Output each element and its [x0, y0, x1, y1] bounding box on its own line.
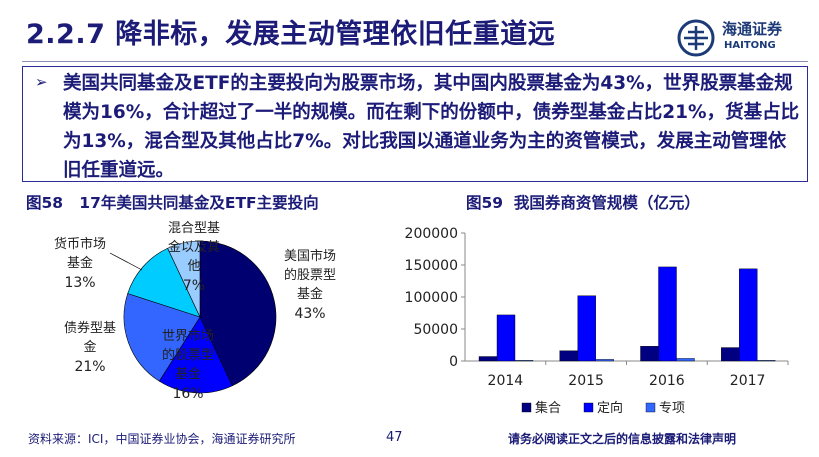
figure58-label: 图58 — [26, 194, 64, 212]
x-tick-label: 2015 — [568, 373, 604, 389]
bar-集合 — [478, 356, 498, 362]
bar-定向 — [496, 314, 516, 362]
page-title: 2.2.7 降非标，发展主动管理依旧任重道远 — [26, 19, 556, 50]
pie-slice-label: 金以及其 — [168, 239, 220, 255]
pie-slice — [158, 316, 233, 394]
pie-slice-label: 金 — [83, 339, 96, 355]
summary-box: ➢ 美国共同基金及ETF的主要投向为股票市场，其中国内股票基金为43%，世界股票… — [22, 66, 808, 182]
y-tick-label: 150000 — [405, 258, 458, 274]
bar-专项 — [676, 358, 695, 362]
legend-swatch — [583, 402, 594, 413]
pie-slice — [199, 240, 277, 387]
legend-label: 定向 — [597, 400, 623, 416]
pie-slice-label: 他 — [187, 259, 200, 274]
figure59-title: 我国券商资管规模（亿元） — [513, 194, 700, 212]
pie-slice — [167, 240, 201, 318]
pie-slice-percent: 13% — [64, 275, 95, 291]
x-tick-label: 2016 — [649, 373, 685, 389]
bar-专项 — [514, 360, 534, 362]
pie-slice-label: 的股票型 — [284, 267, 336, 283]
bar-专项 — [757, 360, 776, 362]
pie-slice-label: 美国市场 — [284, 248, 336, 264]
legend-swatch — [645, 402, 656, 413]
pie-slice-label: 基金 — [297, 286, 323, 302]
bullet-arrow-icon: ➢ — [35, 73, 48, 91]
figure58-caption: 图58 17年美国共同基金及ETF主要投向 — [26, 191, 319, 213]
bar-定向 — [739, 268, 758, 362]
pie-slice-percent: 7% — [183, 278, 205, 294]
bar-集合 — [721, 347, 740, 362]
logo-emblem-icon — [677, 19, 715, 57]
y-tick-label: 50000 — [413, 322, 458, 338]
pie-slice-label: 世界市场 — [162, 328, 214, 344]
pie-slice-percent: 43% — [294, 306, 325, 322]
pie-slice-label: 混合型基 — [168, 221, 220, 236]
figure59-label: 图59 — [466, 194, 504, 212]
pie-chart: 美国市场的股票型基金43%世界市场的股票型基金16%债券型基金21%货币市场基金… — [54, 221, 336, 402]
y-tick-label: 100000 — [405, 290, 458, 306]
pie-slice-label: 基金 — [67, 255, 93, 271]
page-number: 47 — [386, 430, 403, 445]
disclaimer: 请务必阅读正文之后的信息披露和法律声明 — [508, 432, 737, 446]
source-note: 资料来源：ICI，中国证券业协会，海通证券研究所 — [28, 432, 296, 446]
leader-line — [109, 252, 143, 271]
bar-定向 — [658, 266, 677, 362]
figure59-caption: 图59 我国券商资管规模（亿元） — [466, 191, 700, 213]
pie-slice-percent: 21% — [74, 359, 105, 375]
pie-slice-label: 基金 — [175, 366, 201, 382]
pie-slice-label: 的股票型 — [162, 347, 214, 363]
legend-label: 专项 — [659, 401, 685, 416]
pie-slice — [123, 293, 201, 382]
pie-slice — [127, 247, 201, 318]
x-tick-label: 2017 — [730, 373, 766, 389]
bar-集合 — [559, 350, 578, 362]
y-tick-label: 0 — [449, 354, 458, 370]
y-tick-label: 200000 — [405, 226, 458, 242]
bar-chart: 0 50000 100000 150000 200000 2014 2015 2016 2017… — [405, 226, 789, 416]
title-divider — [22, 61, 808, 62]
logo-text-cn: 海通证券 — [722, 20, 783, 38]
haitong-logo: 海通证券 HAITONG — [676, 18, 806, 58]
bar-集合 — [640, 346, 659, 362]
bar-专项 — [595, 359, 614, 362]
pie-slice-label: 债券型基 — [64, 320, 116, 336]
logo-text-en: HAITONG — [724, 40, 776, 51]
pie-slice-percent: 16% — [172, 386, 203, 402]
legend-swatch — [521, 402, 532, 413]
figure58-title: 17年美国共同基金及ETF主要投向 — [79, 194, 319, 212]
pie-slice-label: 货币市场 — [54, 236, 106, 252]
legend-label: 集合 — [535, 400, 561, 416]
summary-text: 美国共同基金及ETF的主要投向为股票市场，其中国内股票基金为43%，世界股票基金… — [63, 73, 800, 181]
bar-定向 — [577, 295, 596, 362]
x-tick-label: 2014 — [488, 373, 524, 389]
